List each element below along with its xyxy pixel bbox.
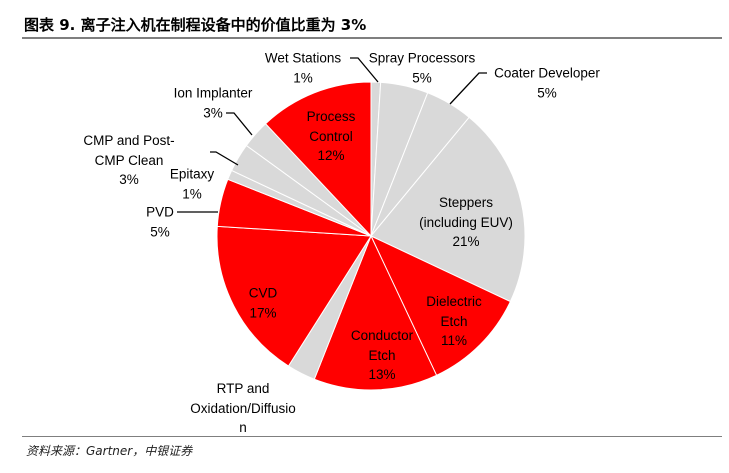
pie-slice-3 — [370, 116, 526, 303]
slice-value: 21% — [452, 233, 480, 249]
pie-slice-7 — [216, 225, 372, 367]
slice-label-4: Dielectric Etch 11% — [426, 292, 482, 351]
leader-line-0 — [350, 57, 379, 83]
slice-label-6: RTP and Oxidation/Diffusio n — [190, 379, 296, 436]
slice-name: Ion Implanter — [173, 85, 253, 101]
slice-name: Spray Processors — [368, 50, 476, 66]
slice-label-1: Spray Processors 5% — [369, 49, 476, 88]
slice-name: Process Control — [306, 108, 356, 144]
pie-chart — [177, 57, 526, 391]
slice-name: CMP and Post- CMP Clean — [83, 132, 175, 168]
slice-name: PVD — [146, 204, 174, 220]
slice-name: Conductor Etch — [350, 327, 414, 363]
slice-name: CVD — [248, 285, 278, 301]
slice-value: 12% — [317, 147, 345, 163]
slice-label-3: Steppers (including EUV) 21% — [419, 193, 513, 252]
slice-name: Dielectric Etch — [426, 293, 482, 329]
slice-name: Epitaxy — [169, 166, 215, 182]
leader-line-1 — [449, 72, 487, 105]
pie-slice-12 — [264, 81, 372, 238]
source-rule — [22, 436, 722, 437]
slice-value: 11% — [440, 332, 468, 348]
pie-slice-4 — [369, 234, 512, 377]
title-rule — [22, 37, 722, 39]
slice-label-5: Conductor Etch 13% — [351, 326, 413, 385]
slice-value: 5% — [537, 85, 557, 100]
slice-label-2: Coater Developer 5% — [494, 64, 600, 103]
slice-value: 5% — [412, 70, 432, 85]
slice-label-7: CVD 17% — [249, 284, 278, 323]
pie-slice-5 — [313, 234, 438, 391]
slice-value: 1% — [293, 70, 313, 85]
slice-name: Steppers (including EUV) — [419, 194, 513, 230]
slice-value: 17% — [249, 305, 277, 320]
slice-value: 1% — [182, 186, 202, 201]
slice-label-12: Process Control 12% — [307, 107, 356, 166]
source-note: 资料来源：Gartner，中银证券 — [26, 444, 193, 458]
leader-line-2 — [226, 112, 253, 136]
slice-label-10: CMP and Post- CMP Clean 3% — [83, 131, 174, 190]
leader-line-4 — [210, 151, 239, 166]
slice-label-9: Epitaxy 1% — [170, 165, 214, 204]
slice-name: Wet Stations — [264, 50, 342, 66]
chart-area: Wet Stations 1% Spray Processors 5% Coater D… — [83, 49, 600, 436]
slice-label-11: Ion Implanter 3% — [174, 84, 253, 123]
slice-value: 13% — [368, 366, 396, 382]
slice-label-8: PVD 5% — [146, 203, 174, 242]
slice-value: 5% — [150, 224, 170, 239]
slice-name: Coater Developer — [494, 65, 600, 81]
slice-name: RTP and Oxidation/Diffusio n — [190, 380, 296, 435]
figure-title: 图表 9. 离子注入机在制程设备中的价值比重为 3% — [24, 16, 367, 34]
slice-label-0: Wet Stations 1% — [265, 49, 341, 88]
slice-value: 3% — [119, 171, 139, 187]
slice-value: 3% — [203, 105, 223, 120]
